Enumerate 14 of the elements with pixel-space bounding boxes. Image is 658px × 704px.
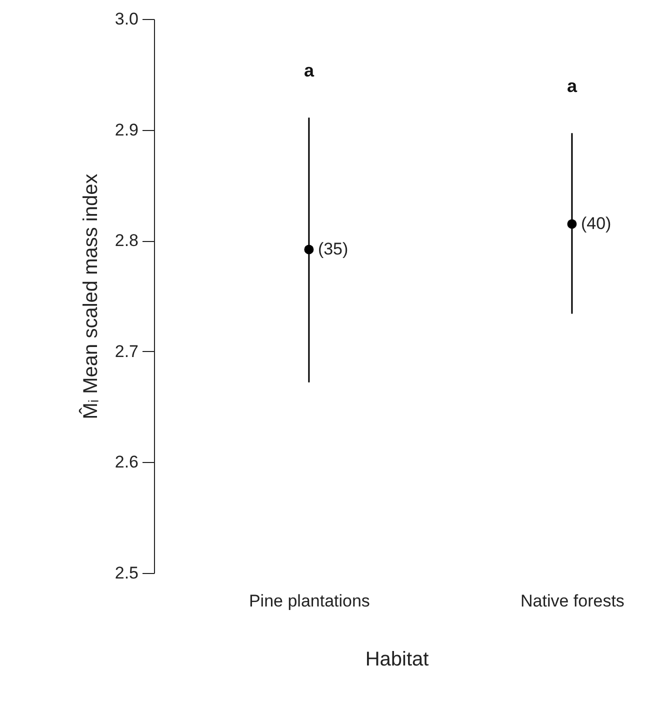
annotation: (40) [580,214,612,233]
annotation: (35) [318,239,348,258]
y-axis-title: M̂ᵢ Mean scaled mass index [78,174,102,420]
y-tick-label: 2.9 [114,120,138,140]
annotation: a [566,76,578,96]
annotation: a [304,60,315,81]
y-tick-label: 2.6 [114,452,138,472]
x-tick-label: Pine plantations [248,592,370,610]
x-tick-label: Native forests [520,592,624,610]
y-tick-label: 2.7 [114,342,138,361]
y-tick-label: 2.8 [114,231,138,250]
y-tick-label: 3.0 [114,10,138,28]
y-tick-label: 2.5 [114,564,138,582]
x-axis-title: Habitat [365,648,430,670]
